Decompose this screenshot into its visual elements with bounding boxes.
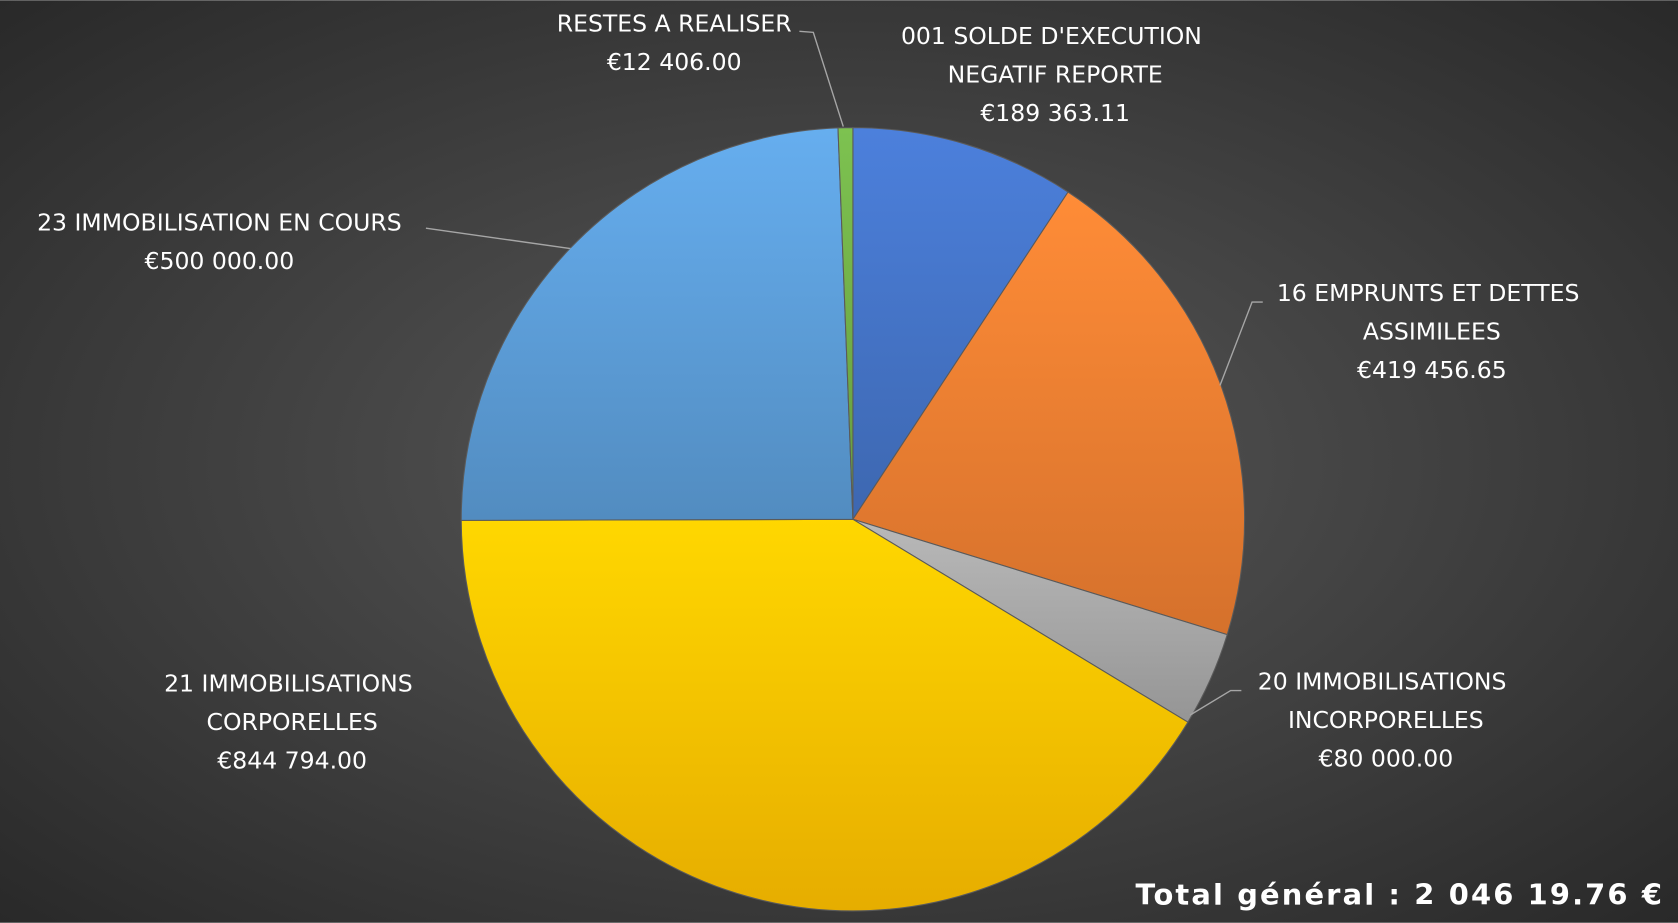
leader-line [1189,689,1242,716]
category-label: 21 IMMOBILISATIONS CORPORELLES [164,670,420,737]
pie-slice [837,127,854,520]
value-label: €500 000.00 [145,247,295,275]
value-label: €12 406.00 [607,48,742,76]
value-label: €80 000.00 [1318,744,1453,772]
pie-slice [852,191,1246,636]
category-label: 20 IMMOBILISATIONS INCORPORELLES [1258,667,1514,734]
category-label: 001 SOLDE D'EXECUTION NEGATIF REPORTE [901,22,1209,89]
value-label: €419 456.65 [1357,356,1507,384]
category-label: 16 EMPRUNTS ET DETTES ASSIMILEES [1277,279,1587,346]
leader-line [799,30,844,127]
pie-slice [460,518,1189,912]
pie-slice [852,127,1069,522]
leader-line [1219,301,1263,386]
category-label: RESTES A REALISER [557,9,792,37]
category-label: 23 IMMOBILISATION EN COURS [37,208,402,236]
value-label: €844 794.00 [217,747,367,775]
total-annotation: Total général : 2 046 19.76 € [1135,878,1664,912]
value-label: €189 363.11 [980,99,1130,127]
leader-line [425,227,571,250]
